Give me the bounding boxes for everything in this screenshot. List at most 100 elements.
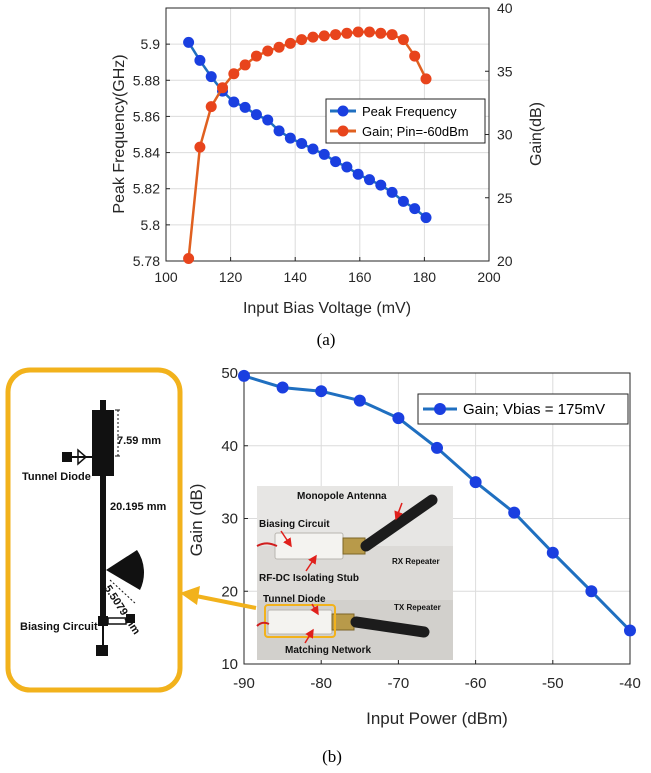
data-point-0 [307, 143, 319, 155]
data-point-1 [375, 27, 387, 39]
rx-antenna [360, 494, 438, 552]
data-point-0 [284, 132, 296, 144]
data-point-1 [318, 30, 330, 42]
data-point-0 [228, 96, 240, 108]
data-point-1 [363, 26, 375, 38]
x-tick-label: -50 [542, 675, 564, 692]
repeater-photo-inset: Monopole Antenna Biasing Circuit RX Repe… [256, 486, 453, 660]
legend-gain-vbias-label: Gain; Vbias = 175mV [463, 401, 605, 418]
data-point-0 [392, 412, 405, 425]
data-point-0 [352, 168, 364, 180]
y-tick-label: 5.88 [133, 72, 160, 88]
photo-label-tunnel-diode: Tunnel Diode [263, 594, 326, 605]
photo-label-biasing-circuit: Biasing Circuit [259, 519, 330, 530]
chart-b-series [238, 369, 636, 637]
data-point-0 [262, 114, 274, 126]
layout-label-tunnel-diode: Tunnel Diode [22, 471, 91, 483]
x-tick-label: 140 [284, 269, 308, 285]
chart-a-x-label: Input Bias Voltage (mV) [243, 300, 411, 317]
data-point-1 [409, 50, 421, 62]
photo-label-tx-repeater: TX Repeater [394, 603, 441, 612]
series-line-0 [187, 41, 427, 219]
data-point-1 [194, 141, 206, 153]
legend-gain-vbias-marker [434, 403, 446, 415]
connector-arrow [195, 594, 257, 610]
chart-b-x-label: Input Power (dBm) [366, 709, 508, 728]
data-point-0 [353, 394, 366, 407]
chart-a-y2-ticks: 20 25 30 35 40 [485, 0, 513, 269]
x-tick-label: 180 [413, 269, 437, 285]
data-point-0 [315, 385, 328, 398]
x-tick-label: -70 [388, 675, 410, 692]
data-point-1 [262, 45, 274, 57]
chart-a-series [183, 26, 432, 264]
data-point-0 [585, 585, 598, 598]
data-point-1 [205, 101, 217, 113]
y-tick-label: 5.9 [141, 36, 161, 52]
x-tick-label: -60 [465, 675, 487, 692]
data-point-0 [238, 369, 250, 382]
data-point-1 [217, 82, 229, 94]
repeater-layout-drawing: 7.59 mm Tunnel Diode 20.195 mm 5.5079 mm… [5, 367, 257, 693]
y2-tick-label: 25 [497, 190, 513, 206]
y2-tick-label: 20 [497, 253, 513, 269]
y2-tick-label: 40 [497, 0, 513, 16]
data-point-0 [469, 476, 482, 489]
data-point-1 [386, 29, 398, 41]
chart-a-y-label: Peak Frequency(GHz) [111, 54, 128, 213]
chart-a-y2-label: Gain(dB) [528, 102, 545, 166]
data-point-0 [194, 54, 206, 66]
y-tick-label: 40 [221, 438, 238, 455]
data-point-1 [330, 29, 342, 41]
y-tick-label: 5.86 [133, 108, 160, 124]
y-tick-label: 30 [221, 511, 238, 528]
data-point-1 [397, 34, 409, 46]
legend-peak-frequency-marker [337, 105, 349, 117]
chart-a-y-ticks: 5.78 5.8 5.82 5.84 5.86 5.88 5.9 [133, 36, 170, 269]
connector-arrowhead [180, 586, 200, 605]
data-point-0 [546, 546, 559, 559]
data-point-1 [296, 34, 308, 46]
legend-peak-frequency-label: Peak Frequency [362, 104, 457, 119]
data-point-0 [296, 138, 308, 150]
data-point-1 [228, 68, 240, 80]
data-point-0 [624, 624, 636, 637]
x-tick-label: 200 [477, 269, 501, 285]
y2-tick-label: 35 [497, 63, 513, 79]
y-tick-label: 5.78 [133, 253, 160, 269]
data-point-0 [330, 156, 342, 168]
data-point-0 [375, 179, 387, 191]
y-tick-label: 20 [221, 583, 238, 600]
chart-b-y-label: Gain (dB) [187, 484, 206, 557]
chart-a: 100 120 140 160 180 200 5.785.85.825.845.865.… [111, 0, 545, 349]
chart-b-x-ticks: -90 -80 -70 -60 -50 -40 [233, 660, 641, 692]
data-point-0 [318, 148, 330, 160]
photo-label-monopole-antenna: Monopole Antenna [297, 491, 387, 502]
chart-b-y-ticks: 10 20 30 40 50 [221, 365, 248, 673]
x-tick-label: -90 [233, 675, 255, 692]
photo-label-matching-network: Matching Network [285, 645, 372, 656]
layout-border [5, 367, 183, 693]
caption-a: (a) [317, 330, 336, 349]
data-point-0 [239, 101, 251, 113]
data-point-1 [284, 37, 296, 49]
data-point-0 [250, 109, 262, 121]
data-point-1 [352, 26, 364, 38]
photo-label-rf-dc-stub: RF-DC Isolating Stub [259, 573, 359, 584]
radial-stub [106, 550, 144, 590]
data-point-0 [273, 125, 285, 137]
data-point-1 [183, 252, 195, 264]
chart-a-legend-box [325, 98, 486, 144]
layout-feed-line [100, 408, 106, 618]
x-tick-label: -40 [619, 675, 641, 692]
y-tick-label: 5.84 [133, 145, 160, 161]
data-point-0 [341, 161, 353, 173]
data-point-1 [273, 41, 285, 53]
legend-gain-marker [337, 125, 349, 137]
tx-highlight-box [264, 604, 336, 638]
data-point-0 [276, 381, 289, 394]
caption-b: (b) [322, 747, 342, 766]
x-tick-label: -80 [310, 675, 332, 692]
x-tick-label: 120 [219, 269, 243, 285]
